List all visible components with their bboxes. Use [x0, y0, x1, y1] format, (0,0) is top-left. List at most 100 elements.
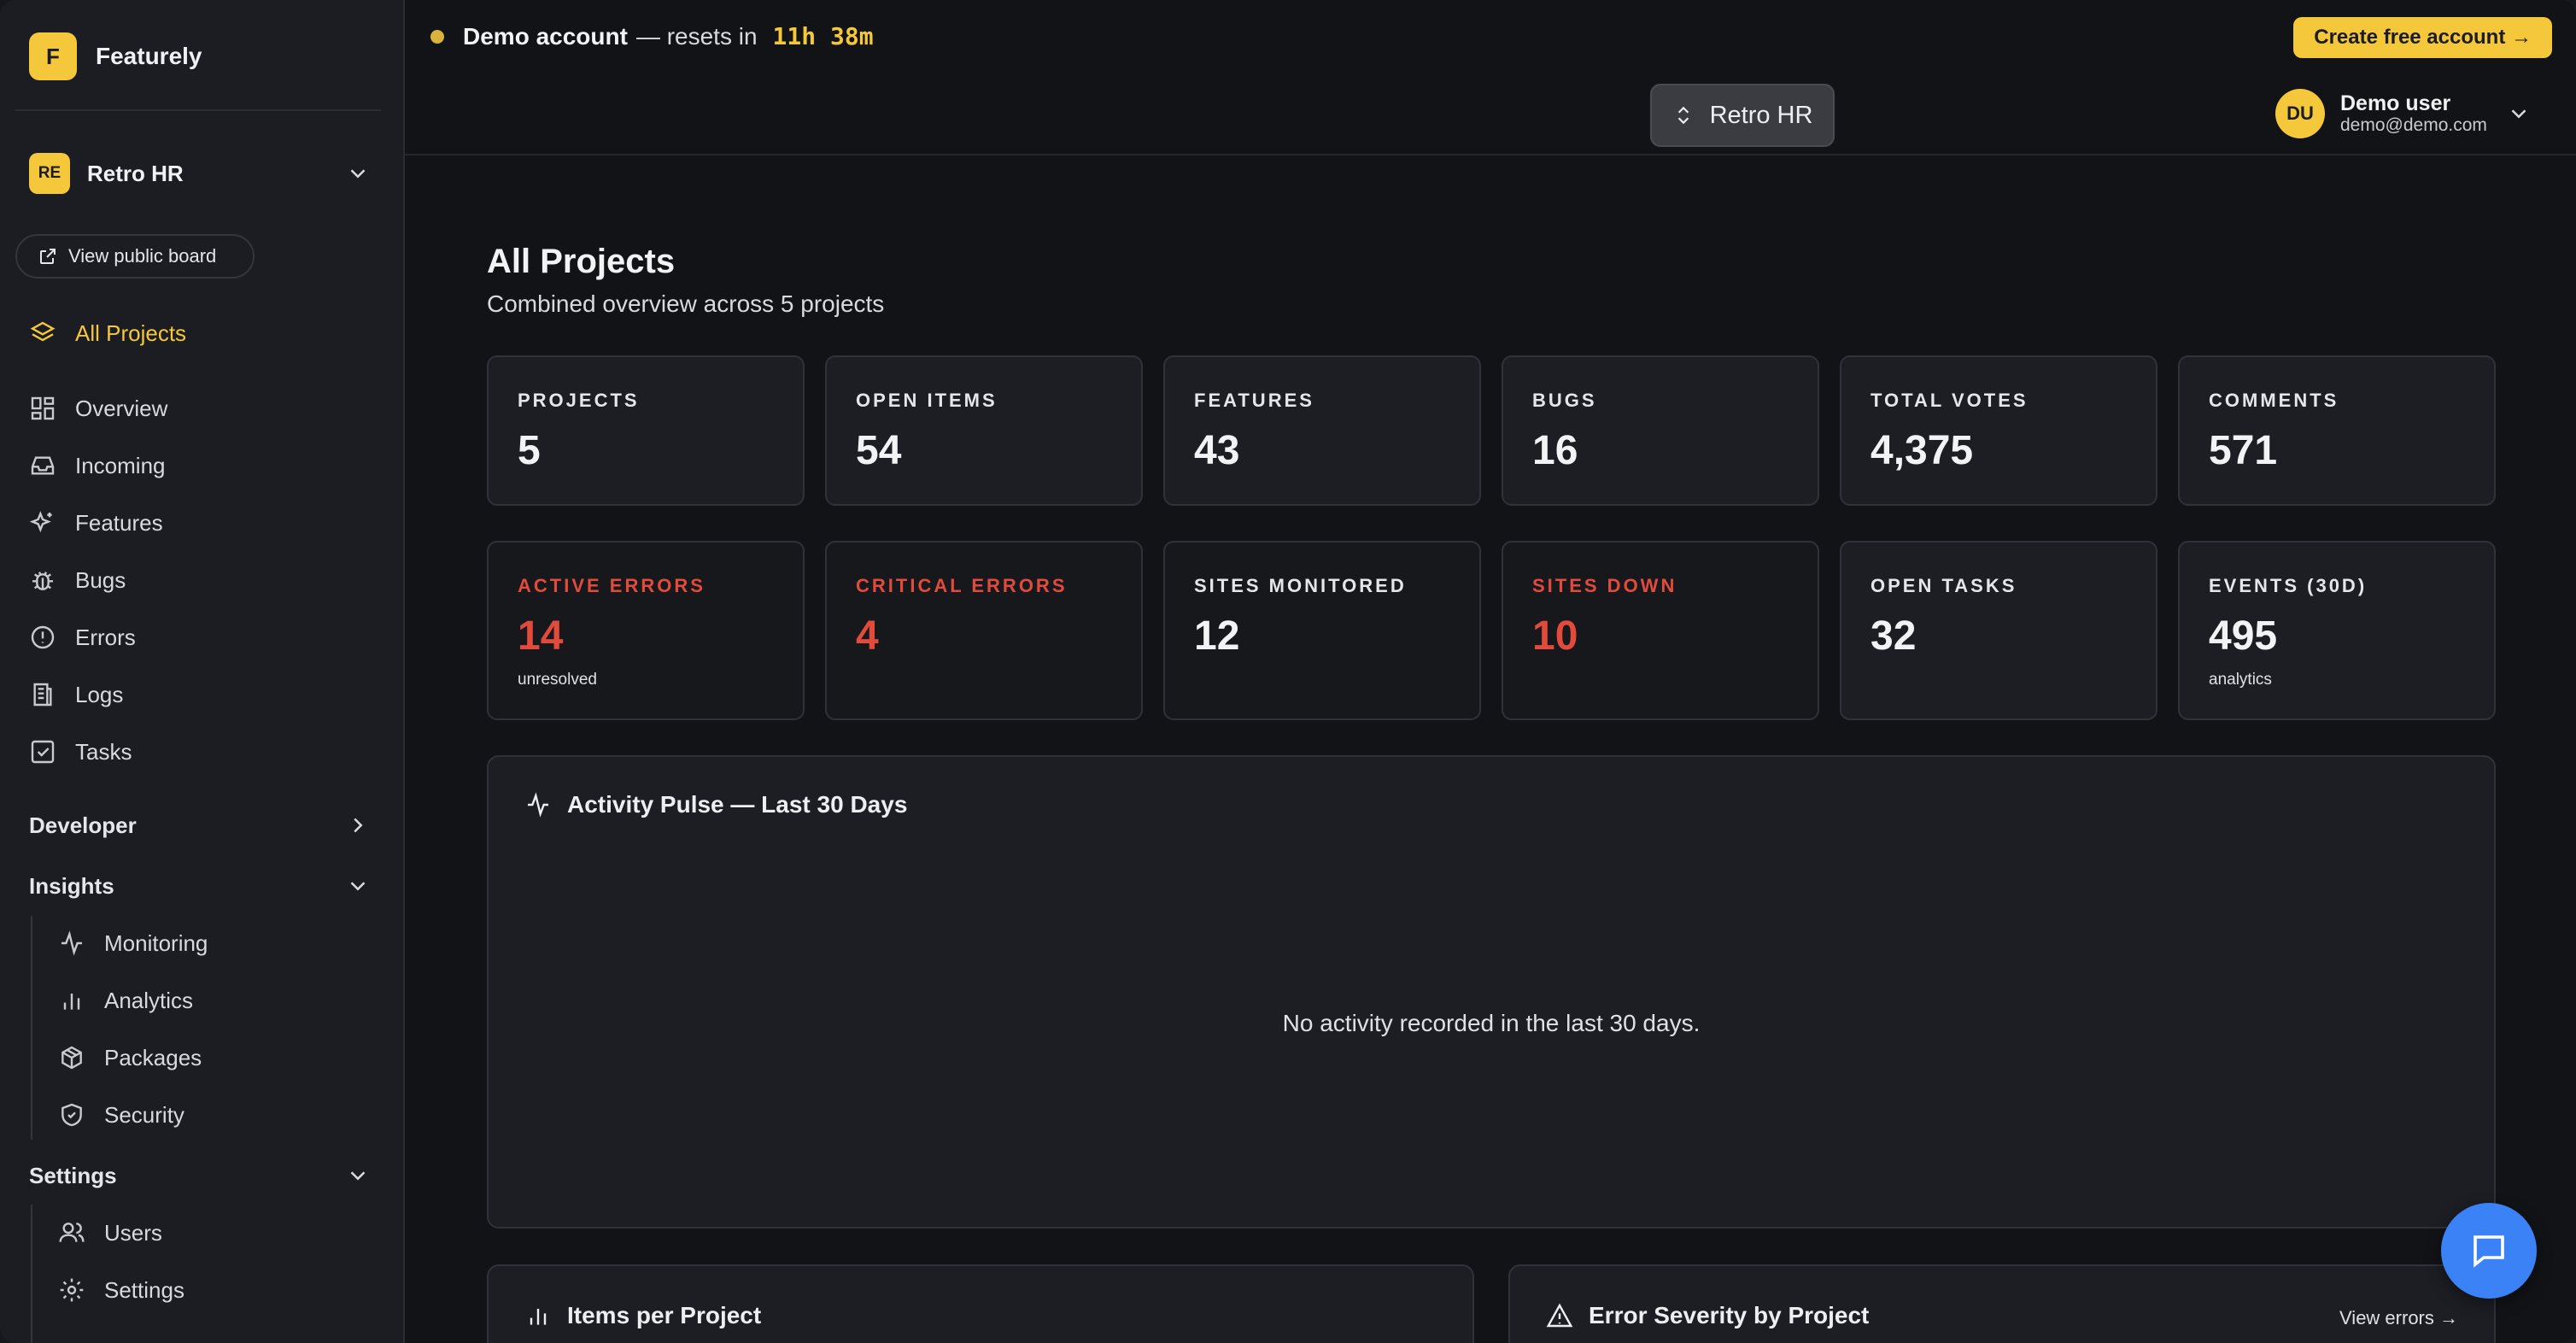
sidebar-item-analytics[interactable]: Analytics: [58, 982, 193, 1019]
topbar: Demo account — resets in 11h 38m Create …: [405, 0, 2576, 155]
sidebar-item-label: Logs: [75, 681, 124, 707]
shield-icon: [61, 1103, 82, 1127]
stat-card-comments: COMMENTS 571: [2178, 355, 2496, 506]
stat-label: SITES DOWN: [1532, 575, 1677, 596]
stat-label: OPEN ITEMS: [856, 390, 998, 411]
sidebar-item-logs[interactable]: Logs: [29, 676, 123, 713]
activity-pulse-title-text: Activity Pulse — Last 30 Days: [567, 791, 908, 818]
stat-card-critical-errors[interactable]: CRITICAL ERRORS 4: [825, 541, 1143, 720]
sidebar-item-label: Incoming: [75, 452, 166, 478]
stat-value: 32: [1871, 613, 1917, 659]
sidebar-item-label: Users: [104, 1219, 162, 1246]
sidebar-divider: [15, 109, 381, 111]
stat-label: EVENTS (30D): [2209, 575, 2368, 596]
alert-circle-icon: [31, 625, 55, 649]
section-insights[interactable]: Insights: [29, 867, 371, 905]
section-developer[interactable]: Developer: [29, 806, 371, 844]
view-errors-link[interactable]: View errors →: [2339, 1307, 2458, 1328]
sparkles-icon: [29, 511, 52, 533]
workspace-badge: RE: [29, 153, 70, 194]
stat-label: PROJECTS: [518, 390, 640, 411]
sidebar: F Featurely RE Retro HR View public boar…: [0, 0, 405, 1343]
items-per-project-title-text: Items per Project: [567, 1302, 762, 1328]
brand-logo: F: [29, 32, 77, 80]
warning-triangle-icon: [1546, 1303, 1573, 1328]
grid-icon: [31, 396, 55, 420]
section-settings[interactable]: Settings: [29, 1157, 371, 1194]
sidebar-item-packages[interactable]: Packages: [58, 1039, 202, 1076]
demo-banner: Demo account — resets in 11h 38m: [430, 22, 874, 50]
stat-label: ACTIVE ERRORS: [518, 575, 705, 596]
sidebar-item-label: Packages: [104, 1044, 202, 1070]
sidebar-item-all-projects[interactable]: All Projects: [29, 314, 186, 352]
sidebar-item-features[interactable]: Features: [29, 504, 163, 542]
user-email: demo@demo.com: [2340, 115, 2487, 136]
sidebar-item-label: All Projects: [75, 320, 187, 346]
stat-card-features: FEATURES 43: [1163, 355, 1481, 506]
stat-card-bugs: BUGS 16: [1502, 355, 1819, 506]
sidebar-item-errors[interactable]: Errors: [29, 619, 136, 656]
chevron-down-icon: [350, 169, 366, 179]
stat-value: 495: [2209, 613, 2278, 659]
sidebar-item-overview[interactable]: Overview: [29, 390, 167, 427]
stat-card-active-errors[interactable]: ACTIVE ERRORS 14 unresolved: [487, 541, 805, 720]
package-icon: [61, 1046, 82, 1070]
stat-label: TOTAL VOTES: [1871, 390, 2029, 411]
stat-label: FEATURES: [1194, 390, 1314, 411]
demo-account-label: Demo account: [463, 22, 628, 50]
stat-label: SITES MONITORED: [1194, 575, 1407, 596]
chevron-down-icon: [350, 1171, 366, 1181]
sidebar-item-monitoring[interactable]: Monitoring: [58, 924, 208, 962]
items-per-project-panel: Items per Project: [487, 1264, 1474, 1343]
sidebar-item-bugs[interactable]: Bugs: [29, 561, 126, 599]
stat-label: OPEN TASKS: [1871, 575, 2017, 596]
layers-icon: [30, 321, 56, 342]
brand-name: Featurely: [96, 43, 202, 69]
activity-pulse-title: Activity Pulse — Last 30 Days: [524, 791, 907, 818]
chevron-right-icon: [354, 818, 363, 833]
stat-value: 10: [1532, 613, 1578, 659]
stat-card-events-30d[interactable]: EVENTS (30D) 495 analytics: [2178, 541, 2496, 720]
brand[interactable]: F Featurely: [29, 32, 202, 80]
stat-value: 571: [2209, 428, 2278, 473]
sidebar-item-label: Errors: [75, 624, 136, 650]
stat-value: 4,375: [1871, 428, 1974, 473]
items-per-project-title: Items per Project: [524, 1302, 761, 1329]
sidebar-item-tasks[interactable]: Tasks: [29, 733, 132, 771]
sidebar-item-users[interactable]: Users: [58, 1214, 162, 1252]
stat-card-sites-down[interactable]: SITES DOWN 10: [1502, 541, 1819, 720]
sidebar-item-label: Features: [75, 509, 163, 536]
chat-button[interactable]: [2441, 1203, 2537, 1299]
user-info: Demo user demo@demo.com: [2340, 91, 2487, 136]
stat-card-sites-monitored[interactable]: SITES MONITORED 12: [1163, 541, 1481, 720]
sidebar-item-label: Monitoring: [104, 930, 208, 956]
sidebar-item-label: Bugs: [75, 566, 126, 593]
stat-value: 43: [1194, 428, 1240, 473]
workspace-selector[interactable]: RE Retro HR: [29, 150, 371, 196]
chevron-down-icon: [2511, 109, 2526, 119]
stat-note: analytics: [2209, 671, 2272, 689]
status-dot-icon: [430, 29, 444, 44]
stat-card-open-tasks[interactable]: OPEN TASKS 32: [1840, 541, 2157, 720]
stat-card-total-votes: TOTAL VOTES 4,375: [1840, 355, 2157, 506]
stat-label: COMMENTS: [2209, 390, 2339, 411]
activity-pulse-panel: Activity Pulse — Last 30 Days No activit…: [487, 755, 2496, 1229]
sidebar-item-incoming[interactable]: Incoming: [29, 447, 166, 484]
activity-empty-message: No activity recorded in the last 30 days…: [1282, 1010, 1701, 1036]
inbox-icon: [31, 456, 55, 475]
stat-value: 16: [1532, 428, 1578, 473]
insights-guide-line: [31, 916, 32, 1140]
users-icon: [59, 1223, 85, 1242]
error-severity-title-text: Error Severity by Project: [1589, 1302, 1870, 1328]
project-switcher-button[interactable]: Retro HR: [1650, 84, 1835, 147]
sidebar-item-label: Security: [104, 1101, 184, 1128]
view-public-board-button[interactable]: View public board: [15, 234, 255, 279]
create-free-account-button[interactable]: Create free account →: [2293, 17, 2552, 58]
logs-icon: [33, 683, 52, 707]
stat-card-projects: PROJECTS 5: [487, 355, 805, 506]
user-menu[interactable]: DU Demo user demo@demo.com: [2275, 89, 2532, 138]
sidebar-item-settings[interactable]: Settings: [58, 1271, 184, 1309]
error-severity-panel: Error Severity by Project View errors →: [1508, 1264, 2496, 1343]
sidebar-item-security[interactable]: Security: [58, 1096, 184, 1134]
